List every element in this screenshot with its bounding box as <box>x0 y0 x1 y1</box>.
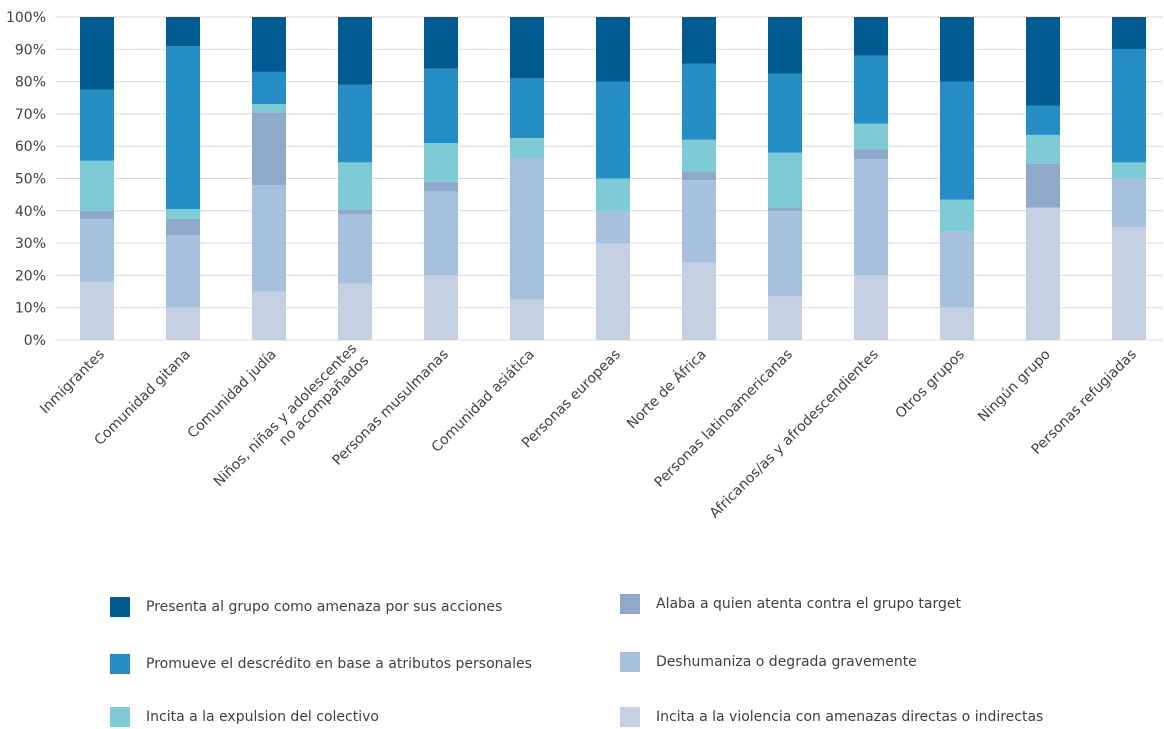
bar-segment <box>510 17 544 79</box>
bar-segment <box>510 138 544 158</box>
bar-segment <box>854 149 888 160</box>
x-category-label: Inmigrantes <box>37 347 108 418</box>
bar-segment <box>768 152 802 208</box>
x-category-label: Personas europeas <box>519 347 624 452</box>
bar-segment <box>252 184 286 292</box>
bar-segment <box>682 17 716 64</box>
bar-segment <box>338 214 372 284</box>
y-tick-label: 40% <box>15 204 46 220</box>
bar-segment <box>1026 17 1060 106</box>
x-category-label: Niños, niñas y adolescentesno acompañado… <box>211 341 372 502</box>
y-tick-label: 50% <box>15 172 46 188</box>
bar-segment <box>854 275 888 340</box>
bar-segment <box>940 307 974 340</box>
bar-segment <box>80 281 114 340</box>
bar-segment <box>596 210 630 244</box>
bar-segment <box>1112 17 1146 50</box>
bar-segment <box>424 68 458 143</box>
x-category-label: Comunidad gitana <box>91 347 193 449</box>
bar-segment <box>80 17 114 90</box>
bar-segment <box>424 275 458 340</box>
bar-segment <box>682 63 716 140</box>
bar-segment <box>768 17 802 74</box>
bar-segment <box>596 178 630 211</box>
x-category-label: Norte de África <box>623 346 709 432</box>
y-tick-label: 0% <box>24 333 46 349</box>
bar-segment <box>424 181 458 192</box>
bar-segment <box>166 209 200 219</box>
bar-segment <box>596 81 630 179</box>
bar-segment <box>252 71 286 105</box>
bar-segment <box>1112 226 1146 340</box>
bar-segment <box>854 159 888 276</box>
y-tick-label: 30% <box>15 236 46 252</box>
bar-segment <box>768 207 802 211</box>
bar-segment <box>1026 105 1060 135</box>
y-tick-label: 10% <box>15 301 46 317</box>
x-category-label: Ningún grupo <box>975 347 1054 426</box>
bar-segment <box>166 235 200 308</box>
bars <box>80 17 1146 340</box>
bar-segment <box>252 104 286 113</box>
bar-segment <box>510 299 544 340</box>
bar-segment <box>940 199 974 232</box>
bar-segment <box>682 139 716 173</box>
bar-segment <box>854 17 888 56</box>
x-category-label: Otros grupos <box>892 347 967 422</box>
bar-segment <box>510 157 544 300</box>
y-axis-tick-labels: 0% 10% 20% 30% 40% 50% 60% 70% 80% 90% 100% <box>6 10 46 349</box>
bar-segment <box>940 81 974 200</box>
bar-segment <box>1026 163 1060 208</box>
bar-segment <box>768 210 802 297</box>
bar-segment <box>940 17 974 82</box>
bar-segment <box>252 291 286 340</box>
bar-segment <box>510 78 544 139</box>
y-tick-label: 70% <box>15 107 46 123</box>
bar-segment <box>854 123 888 150</box>
bar-segment <box>1112 49 1146 163</box>
bar-segment <box>80 160 114 211</box>
bar-segment <box>166 17 200 47</box>
bar-segment <box>80 89 114 161</box>
y-tick-label: 20% <box>15 268 46 284</box>
bar-segment <box>682 180 716 263</box>
bar-segment <box>338 209 372 215</box>
bar-segment <box>252 112 286 185</box>
bar-segment <box>1026 134 1060 164</box>
bar-segment <box>166 307 200 340</box>
bar-segment <box>166 218 200 236</box>
bar-segment <box>854 55 888 124</box>
bar-segment <box>338 84 372 163</box>
bar-segment <box>940 231 974 308</box>
bar-segment <box>338 17 372 85</box>
bar-segment <box>1112 178 1146 227</box>
y-tick-label: 100% <box>6 10 46 26</box>
bar-segment <box>682 172 716 181</box>
bar-segment <box>338 162 372 210</box>
bar-segment <box>424 17 458 69</box>
bar-segment <box>166 46 200 210</box>
bar-segment <box>768 73 802 153</box>
y-tick-label: 90% <box>15 42 46 58</box>
bar-segment <box>424 142 458 182</box>
bar-segment <box>596 243 630 340</box>
bar-segment <box>252 17 286 72</box>
bar-segment <box>80 218 114 282</box>
x-category-label: Africanos/as y afrodescendientes <box>707 347 882 522</box>
bar-segment <box>768 296 802 340</box>
x-category-label: Personas latinoamericanas <box>651 347 795 491</box>
bar-segment <box>682 262 716 340</box>
y-tick-label: 60% <box>15 139 46 155</box>
bar-segment <box>596 17 630 82</box>
bar-segment <box>80 210 114 219</box>
bar-segment <box>424 191 458 276</box>
bar-segment <box>1026 207 1060 340</box>
bar-segment <box>1112 162 1146 179</box>
bar-segment <box>338 283 372 340</box>
y-tick-label: 80% <box>15 75 46 91</box>
